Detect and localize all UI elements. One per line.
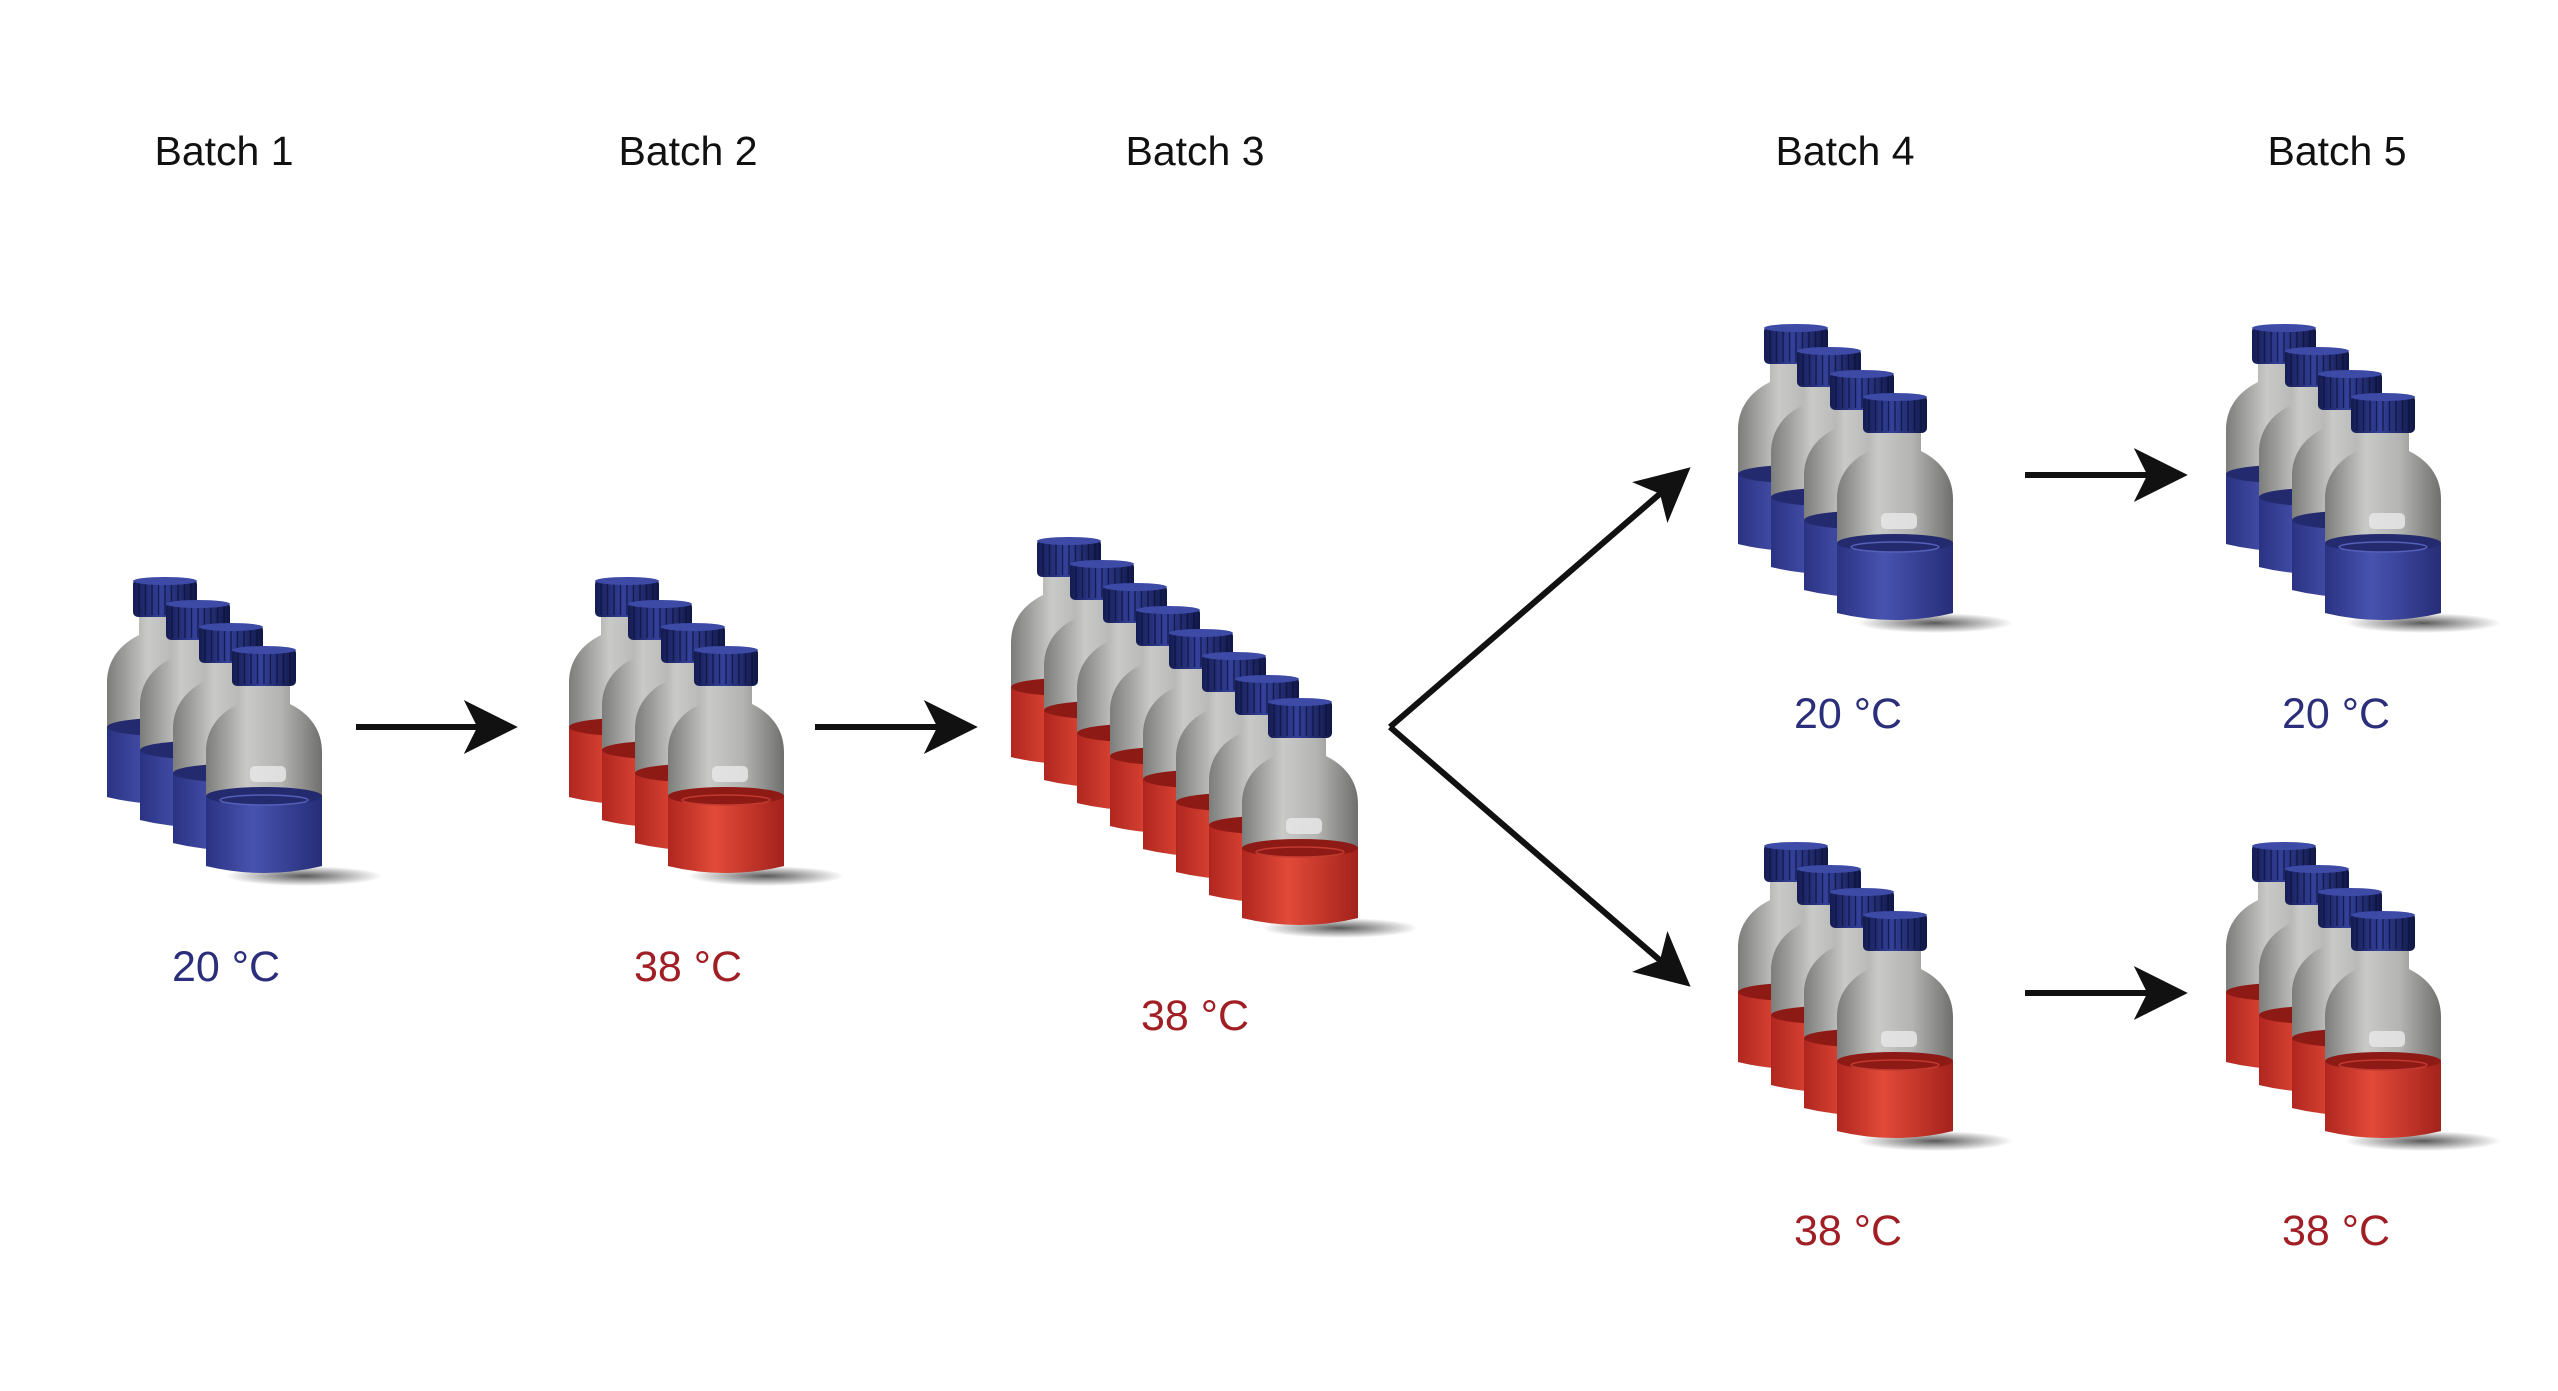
batch-5-bottom-temperature: 38 °C [2281,1207,2391,1255]
batch-5-top-temperature: 20 °C [2281,690,2391,738]
bottle-group-b4-top [1738,324,2013,633]
bottle-group-b5-bottom [2226,842,2501,1151]
bottle-group-b2 [569,577,844,886]
bottle-groups [107,324,2501,1151]
bottle-icon [2325,911,2501,1151]
batch-2-title: Batch 2 [618,128,758,174]
bottle-group-b1 [107,577,382,886]
arrow-batch3-to-batch4-bottom-icon [1388,724,1691,987]
bottle-icon [1837,911,2013,1151]
bottle-icon [1837,393,2013,633]
batch-4-bottom-temperature: 38 °C [1793,1207,1903,1255]
batch-3-temperature: 38 °C [1140,992,1250,1040]
batch-5-title: Batch 5 [2267,128,2407,174]
batch-3-title: Batch 3 [1125,128,1265,174]
batch-1-temperature: 20 °C [171,943,281,991]
batch-1-title: Batch 1 [154,128,294,174]
bottle-group-b3 [1011,537,1418,938]
bottle-icon [2325,393,2501,633]
bottle-icon [1242,698,1418,938]
bottle-icon [206,646,382,886]
bottle-group-b4-bottom [1738,842,2013,1151]
batch-4-title: Batch 4 [1775,128,1915,174]
bottle-icon [668,646,844,886]
flow-arrows [356,448,2188,1020]
bottle-group-b5-top [2226,324,2501,633]
batch-4-top-temperature: 20 °C [1793,690,1903,738]
batch-2-temperature: 38 °C [633,943,743,991]
arrow-batch3-to-batch4-top-icon [1388,467,1691,730]
